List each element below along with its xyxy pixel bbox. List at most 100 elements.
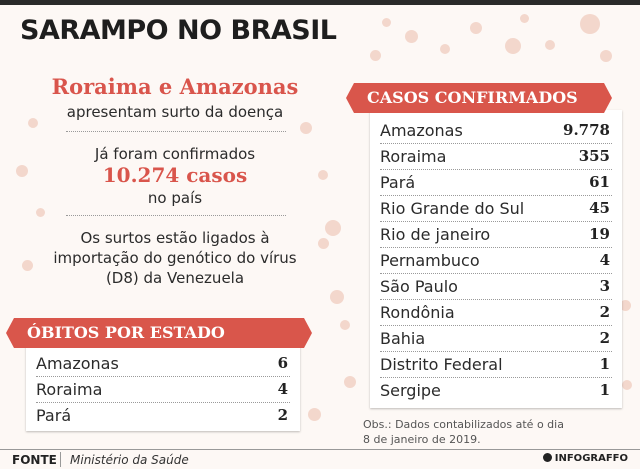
decor-dot [36, 208, 45, 217]
row-divider [380, 247, 612, 248]
row-divider [380, 273, 612, 274]
state-name: Rondônia [380, 303, 455, 322]
state-name: Pernambuco [380, 251, 480, 270]
obs-line-1: Obs.: Dados contabilizados até o dia [363, 418, 564, 431]
state-name: São Paulo [380, 277, 458, 296]
state-value: 1 [599, 355, 610, 373]
row-divider [380, 221, 612, 222]
deaths-banner: ÓBITOS POR ESTADO [6, 318, 312, 348]
deaths-table: Amazonas 6 Roraima 4 Pará 2 [26, 345, 300, 431]
table-row: Pará 61 [370, 170, 622, 196]
row-divider [380, 143, 612, 144]
state-value: 3 [599, 277, 610, 295]
obs-line-2: 8 de janeiro de 2019. [363, 433, 481, 446]
decor-dot [622, 380, 632, 390]
note-line-3: (D8) da Venezuela [105, 269, 245, 287]
state-name: Sergipe [380, 381, 441, 400]
row-divider [380, 195, 612, 196]
state-name: Amazonas [380, 121, 463, 140]
state-name: Amazonas [36, 354, 119, 373]
decor-dot [580, 14, 600, 34]
decor-dot [16, 165, 28, 177]
brand-name: INFOGRAFFO [554, 453, 628, 464]
decor-dot [370, 50, 381, 61]
brand-logo: INFOGRAFFO [542, 453, 628, 464]
row-divider [36, 376, 290, 377]
state-value: 2 [599, 329, 610, 347]
table-row: Roraima 355 [370, 144, 622, 170]
state-name: Rio Grande do Sul [380, 199, 525, 218]
decor-dot [344, 376, 356, 388]
decor-dot [440, 44, 450, 54]
decor-dot [545, 40, 555, 50]
state-value: 4 [277, 380, 288, 398]
state-value: 1 [599, 381, 610, 399]
table-row: Roraima 4 [26, 377, 300, 403]
state-value: 355 [578, 147, 610, 165]
decor-dot [505, 38, 521, 54]
row-divider [380, 325, 612, 326]
table-row: Rondônia 2 [370, 300, 622, 326]
source-label: FONTE [12, 453, 57, 467]
table-row: Amazonas 6 [26, 351, 300, 377]
decor-dot [330, 290, 344, 304]
subheadline: apresentam surto da doença [66, 103, 284, 121]
state-value: 19 [589, 225, 610, 243]
row-divider [380, 377, 612, 378]
state-value: 2 [277, 406, 288, 424]
row-divider [36, 402, 290, 403]
footer-divider [60, 452, 61, 467]
decor-dot [382, 18, 391, 27]
decor-dot [470, 22, 482, 34]
obs-note: Obs.: Dados contabilizados até o dia 8 d… [363, 417, 564, 447]
cases-table: Amazonas 9.778 Roraima 355 Pará 61 Rio Grande … [370, 110, 622, 408]
row-divider [380, 351, 612, 352]
decor-dot [325, 220, 341, 236]
table-row: Rio Grande do Sul 45 [370, 196, 622, 222]
state-name: Distrito Federal [380, 355, 503, 374]
decor-dot [520, 14, 529, 23]
state-name: Roraima [36, 380, 103, 399]
table-row: Sergipe 1 [370, 378, 622, 404]
table-row: Bahia 2 [370, 326, 622, 352]
decor-dot [318, 170, 328, 180]
state-value: 2 [599, 303, 610, 321]
headline: Roraima e Amazonas [51, 74, 299, 99]
row-divider [380, 169, 612, 170]
note-line-2: importação do genótico do vírus [53, 249, 297, 267]
decor-dot [620, 300, 631, 311]
table-row: São Paulo 3 [370, 274, 622, 300]
decor-dot [405, 30, 418, 43]
decor-dot [300, 122, 312, 134]
page-title: SARAMPO NO BRASIL [20, 15, 337, 46]
decor-dot [318, 238, 329, 249]
confirmed-suffix: no país [147, 189, 203, 207]
divider [66, 131, 286, 132]
table-row: Pará 2 [26, 403, 300, 429]
table-row: Distrito Federal 1 [370, 352, 622, 378]
footer-rule [0, 449, 640, 450]
state-name: Pará [36, 406, 72, 425]
table-row: Pernambuco 4 [370, 248, 622, 274]
decor-dot [22, 260, 33, 271]
state-name: Roraima [380, 147, 447, 166]
state-value: 45 [589, 199, 610, 217]
state-value: 61 [589, 173, 610, 191]
decor-dot [340, 320, 350, 330]
state-name: Pará [380, 173, 416, 192]
confirmed-total: 10.274 casos [102, 163, 248, 187]
confirmed-prefix: Já foram confirmados [94, 145, 256, 163]
decor-dot [308, 408, 321, 421]
top-rule [0, 0, 640, 5]
state-value: 6 [277, 354, 288, 372]
table-row: Rio de janeiro 19 [370, 222, 622, 248]
table-row: Amazonas 9.778 [370, 118, 622, 144]
note-line-1: Os surtos estão ligados à [80, 229, 270, 247]
decor-dot [600, 50, 612, 62]
state-value: 9.778 [563, 121, 610, 139]
brand-icon [542, 453, 552, 462]
source-name: Ministério da Saúde [70, 453, 189, 467]
row-divider [380, 299, 612, 300]
state-value: 4 [599, 251, 610, 269]
state-name: Rio de janeiro [380, 225, 491, 244]
